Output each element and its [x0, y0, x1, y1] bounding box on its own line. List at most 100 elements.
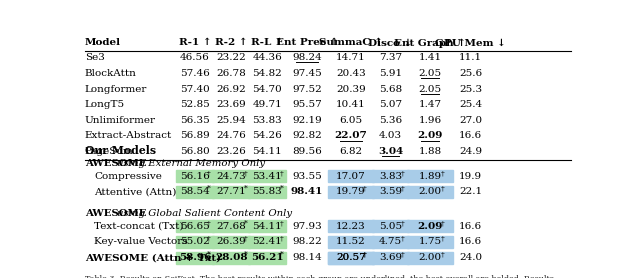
Text: Attentive (Attn): Attentive (Attn) — [94, 187, 176, 197]
Text: 56.80: 56.80 — [180, 147, 210, 156]
FancyBboxPatch shape — [407, 186, 453, 198]
Text: †: † — [280, 169, 284, 177]
FancyBboxPatch shape — [248, 186, 286, 198]
Text: 57.46: 57.46 — [180, 69, 210, 78]
Text: 2.09: 2.09 — [417, 222, 443, 231]
FancyBboxPatch shape — [372, 236, 410, 248]
Text: 16.6: 16.6 — [459, 237, 482, 247]
Text: 3.59: 3.59 — [379, 187, 402, 197]
Text: 26.39: 26.39 — [216, 237, 246, 247]
FancyBboxPatch shape — [407, 252, 453, 264]
Text: 20.57: 20.57 — [336, 253, 365, 262]
Text: 93.55: 93.55 — [292, 172, 322, 181]
Text: 24.76: 24.76 — [216, 131, 246, 140]
FancyBboxPatch shape — [248, 252, 286, 264]
Text: †: † — [440, 219, 444, 227]
Text: 56.35: 56.35 — [180, 116, 210, 125]
FancyBboxPatch shape — [212, 170, 250, 182]
Text: †: † — [207, 219, 211, 227]
Text: 52.41: 52.41 — [252, 237, 282, 247]
Text: †: † — [401, 169, 404, 177]
FancyBboxPatch shape — [407, 236, 453, 248]
Text: 54.11: 54.11 — [252, 147, 282, 156]
Text: R-1 ↑: R-1 ↑ — [179, 38, 211, 48]
Text: 6.82: 6.82 — [339, 147, 362, 156]
FancyBboxPatch shape — [328, 186, 374, 198]
Text: †: † — [280, 235, 284, 243]
FancyBboxPatch shape — [328, 252, 374, 264]
Text: 5.91: 5.91 — [379, 69, 402, 78]
Text: 53.83: 53.83 — [252, 116, 282, 125]
Text: *: * — [207, 250, 211, 259]
Text: Our Models: Our Models — [85, 145, 156, 156]
Text: 58.96: 58.96 — [179, 253, 211, 262]
Text: 4.75: 4.75 — [379, 237, 402, 247]
Text: PageSum: PageSum — [85, 147, 134, 156]
Text: 20.43: 20.43 — [336, 69, 365, 78]
Text: 2.05: 2.05 — [419, 85, 442, 93]
Text: *: * — [243, 219, 247, 227]
Text: 7.37: 7.37 — [379, 53, 402, 62]
Text: using Global Salient Content Only: using Global Salient Content Only — [116, 209, 292, 218]
Text: 46.56: 46.56 — [180, 53, 210, 62]
Text: 17.07: 17.07 — [336, 172, 365, 181]
Text: Text-concat (Txt): Text-concat (Txt) — [94, 222, 184, 231]
Text: 25.6: 25.6 — [459, 69, 482, 78]
FancyBboxPatch shape — [212, 252, 250, 264]
FancyBboxPatch shape — [212, 236, 250, 248]
FancyBboxPatch shape — [372, 220, 410, 232]
Text: †: † — [440, 235, 444, 243]
FancyBboxPatch shape — [176, 220, 214, 232]
FancyBboxPatch shape — [248, 220, 286, 232]
Text: 58.54: 58.54 — [180, 187, 210, 197]
Text: AWESOME (Attn + Txt): AWESOME (Attn + Txt) — [85, 253, 221, 262]
Text: 55.02: 55.02 — [180, 237, 210, 247]
Text: †: † — [280, 219, 284, 227]
Text: 56.16: 56.16 — [180, 172, 210, 181]
Text: 98.22: 98.22 — [292, 237, 322, 247]
Text: Model: Model — [85, 38, 121, 48]
Text: AWESOME: AWESOME — [85, 209, 150, 218]
FancyBboxPatch shape — [372, 252, 410, 264]
Text: 2.00: 2.00 — [419, 187, 442, 197]
Text: 24.73: 24.73 — [216, 172, 246, 181]
Text: 26.92: 26.92 — [216, 85, 246, 93]
Text: 23.26: 23.26 — [216, 147, 246, 156]
Text: 20.39: 20.39 — [336, 85, 365, 93]
Text: †: † — [364, 185, 367, 193]
Text: 97.93: 97.93 — [292, 222, 322, 231]
Text: 52.85: 52.85 — [180, 100, 210, 109]
Text: 25.94: 25.94 — [216, 116, 246, 125]
Text: 16.6: 16.6 — [459, 131, 482, 140]
Text: †: † — [243, 235, 247, 243]
FancyBboxPatch shape — [248, 236, 286, 248]
Text: 49.71: 49.71 — [252, 100, 282, 109]
Text: 22.07: 22.07 — [335, 131, 367, 140]
Text: 92.19: 92.19 — [292, 116, 322, 125]
Text: SummaC ↑: SummaC ↑ — [319, 38, 383, 48]
FancyBboxPatch shape — [328, 170, 374, 182]
Text: 92.82: 92.82 — [292, 131, 322, 140]
FancyBboxPatch shape — [372, 170, 410, 182]
Text: 19.79: 19.79 — [336, 187, 365, 197]
FancyBboxPatch shape — [407, 170, 453, 182]
FancyBboxPatch shape — [328, 252, 374, 264]
Text: GPU Mem ↓: GPU Mem ↓ — [435, 38, 506, 48]
Text: 55.83: 55.83 — [252, 187, 282, 197]
Text: 1.89: 1.89 — [419, 172, 442, 181]
Text: 2.09: 2.09 — [417, 131, 443, 140]
Text: Disco ↓: Disco ↓ — [368, 38, 413, 48]
Text: †: † — [207, 235, 211, 243]
Text: †: † — [243, 169, 247, 177]
Text: †: † — [401, 250, 404, 259]
Text: 89.56: 89.56 — [292, 147, 322, 156]
Text: Extract-Abstract: Extract-Abstract — [85, 131, 172, 140]
Text: 28.08: 28.08 — [215, 253, 247, 262]
Text: R-2 ↑: R-2 ↑ — [214, 38, 247, 48]
Text: 54.82: 54.82 — [252, 69, 282, 78]
Text: 16.6: 16.6 — [459, 222, 482, 231]
FancyBboxPatch shape — [407, 220, 453, 232]
Text: Se3: Se3 — [85, 53, 105, 62]
Text: †: † — [401, 235, 404, 243]
Text: 12.23: 12.23 — [336, 222, 365, 231]
